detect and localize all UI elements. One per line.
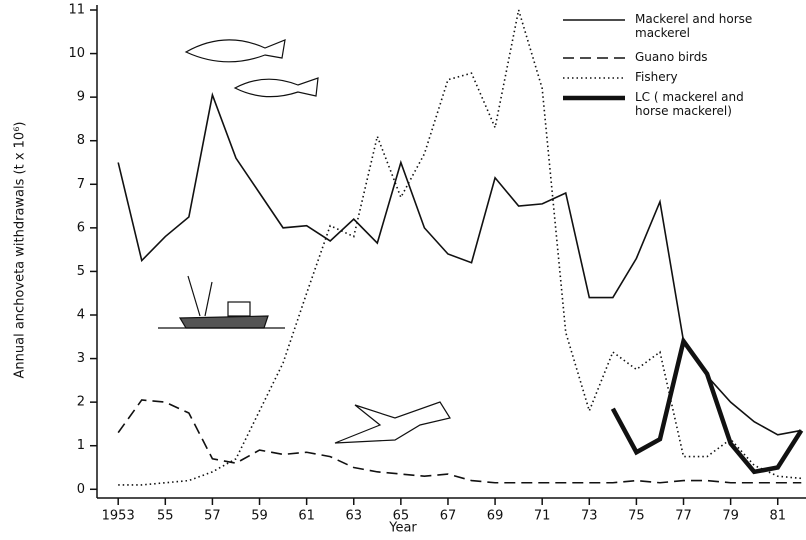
legend-label: LC ( mackerel and horse mackerel) [635,90,744,118]
legend-label: Guano birds [635,50,708,64]
data-line [117,399,802,484]
boat-illustration [158,275,285,329]
data-line [117,92,802,436]
x-tick-label: 67 [440,509,457,524]
x-tick-label: 79 [722,509,739,524]
y-tick-label: 7 [77,177,85,192]
y-tick-label: 0 [77,482,85,497]
x-tick-label: 59 [251,509,268,524]
x-tick-label: 75 [628,509,645,524]
y-tick-label: 4 [77,308,85,323]
y-tick-label: 5 [77,264,85,279]
x-tick-label: 81 [769,509,786,524]
x-tick-label: 55 [157,509,174,524]
x-tick-label: 63 [345,509,362,524]
x-tick-label: 71 [534,509,551,524]
bird-illustration [334,401,451,444]
y-tick-label: 2 [77,395,85,410]
y-axis-label: Annual anchoveta withdrawals (t x 10⁶) [13,122,28,379]
x-axis-label: Year [388,521,417,536]
x-tick-label: 61 [298,509,315,524]
data-line [610,335,804,475]
y-tick-label: 8 [77,133,85,148]
y-tick-label: 3 [77,351,85,366]
x-tick-label: 57 [204,509,221,524]
x-tick-label: 73 [581,509,598,524]
x-tick-label: 65 [393,509,410,524]
x-tick-label: 69 [487,509,504,524]
legend-label: Mackerel and horse mackerel [635,12,753,40]
y-tick-label: 9 [77,90,85,105]
y-tick-label: 11 [68,3,85,18]
x-tick-label: 77 [675,509,692,524]
y-tick-label: 6 [77,220,85,235]
x-tick-label: 1953 [102,509,135,524]
data-line [118,9,802,486]
fish-illustration [184,39,319,98]
y-tick-label: 1 [77,438,85,453]
legend-label: Fishery [635,70,678,84]
y-tick-label: 10 [68,46,85,61]
